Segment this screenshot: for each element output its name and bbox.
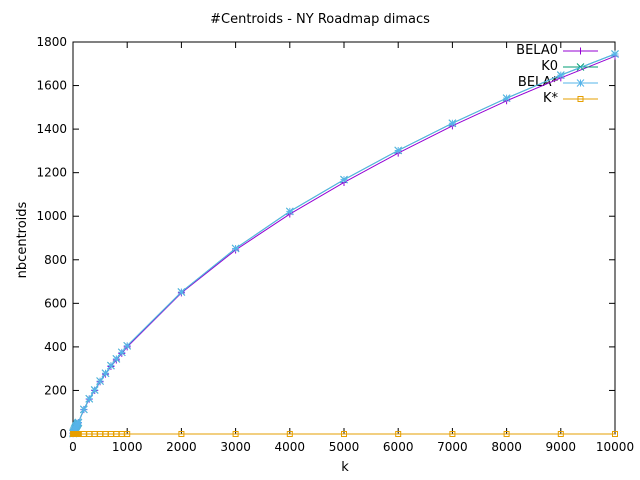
data-point-series-2 bbox=[123, 341, 132, 350]
legend-label-bela-star: BELA* bbox=[517, 75, 558, 90]
data-point-series-2 bbox=[85, 394, 94, 403]
x-tick-label: 7000 bbox=[437, 440, 468, 454]
x-tick-label: 9000 bbox=[546, 440, 577, 454]
series-line-2 bbox=[72, 53, 616, 434]
data-point-series-3 bbox=[232, 431, 239, 437]
y-tick-label: 800 bbox=[44, 253, 67, 267]
data-point-series-3 bbox=[449, 431, 456, 437]
data-point-series-3 bbox=[341, 431, 347, 437]
y-tick-label: 200 bbox=[44, 383, 67, 397]
y-tick-label: 1200 bbox=[36, 166, 67, 180]
data-point-series-2 bbox=[556, 71, 565, 79]
data-point-series-3 bbox=[395, 431, 402, 437]
y-tick-label: 600 bbox=[44, 296, 67, 310]
data-point-series-2 bbox=[101, 369, 110, 378]
series-line-1 bbox=[72, 53, 616, 434]
y-tick-label: 1000 bbox=[36, 209, 67, 223]
data-point-series-2 bbox=[90, 386, 99, 394]
data-point-series-2 bbox=[502, 94, 511, 103]
data-point-series-2 bbox=[285, 207, 294, 216]
data-point-series-2 bbox=[96, 377, 104, 385]
data-point-series-2 bbox=[231, 244, 240, 253]
y-tick-label: 1800 bbox=[36, 35, 67, 49]
data-point-series-2 bbox=[117, 348, 126, 357]
legend-label-bela0: BELA0 bbox=[516, 43, 558, 58]
data-point-series-2 bbox=[74, 418, 83, 427]
legend-marker-0 bbox=[577, 47, 584, 55]
x-axis-label: k bbox=[341, 460, 349, 475]
x-tick-label: 0 bbox=[69, 440, 77, 454]
legend-marker-2 bbox=[576, 79, 585, 87]
x-tick-label: 2000 bbox=[166, 440, 197, 454]
data-point-series-2 bbox=[448, 119, 457, 128]
legend-label-k-star: K* bbox=[542, 91, 558, 106]
x-tick-label: 3000 bbox=[220, 440, 251, 454]
plot-frame bbox=[72, 41, 616, 435]
y-tick-label: 400 bbox=[44, 340, 67, 354]
data-point-series-2 bbox=[112, 355, 121, 363]
data-point-series-3 bbox=[557, 431, 564, 437]
data-point-series-2 bbox=[79, 405, 88, 414]
x-tick-label: 8000 bbox=[491, 440, 522, 454]
x-tick-label: 5000 bbox=[329, 440, 360, 454]
data-point-series-3 bbox=[503, 431, 510, 437]
data-point-series-3 bbox=[286, 431, 293, 437]
data-point-series-2 bbox=[177, 288, 186, 296]
data-point-series-2 bbox=[340, 175, 348, 184]
y-tick-label: 1400 bbox=[36, 122, 67, 136]
y-tick-label: 0 bbox=[59, 427, 67, 441]
legend-marker-3 bbox=[577, 96, 584, 102]
data-point-series-3 bbox=[124, 431, 131, 437]
x-tick-label: 1000 bbox=[112, 440, 143, 454]
data-point-series-2 bbox=[70, 426, 78, 435]
y-tick-label: 1600 bbox=[36, 79, 67, 93]
data-point-series-2 bbox=[394, 146, 403, 155]
x-tick-label: 10000 bbox=[596, 440, 634, 454]
legend-label-k0: K0 bbox=[541, 59, 558, 74]
data-point-series-3 bbox=[612, 431, 618, 437]
data-point-series-2 bbox=[611, 50, 619, 58]
data-point-series-2 bbox=[107, 361, 115, 370]
data-point-series-3 bbox=[178, 431, 185, 437]
x-tick-label: 4000 bbox=[275, 440, 306, 454]
x-tick-label: 6000 bbox=[383, 440, 414, 454]
series-line-0 bbox=[72, 55, 616, 434]
chart-title: #Centroids - NY Roadmap dimacs bbox=[210, 12, 430, 27]
